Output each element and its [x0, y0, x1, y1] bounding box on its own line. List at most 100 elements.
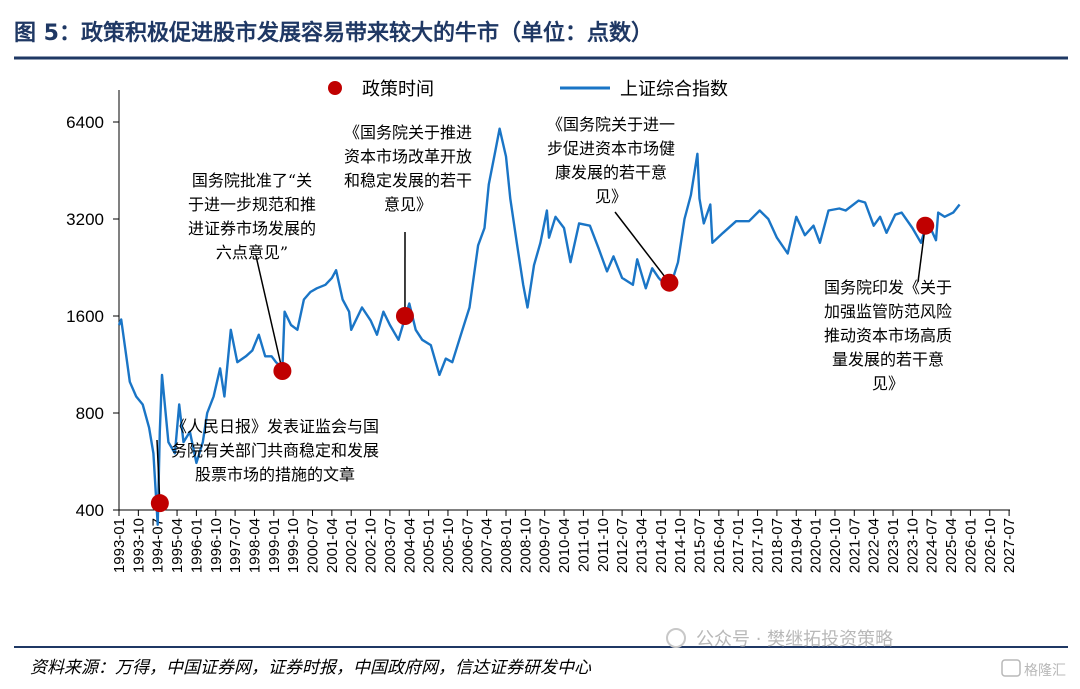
policy-leader-line [614, 211, 670, 284]
x-tick-label: 1996-01 [188, 518, 205, 573]
x-tick-label: 2023-10 [904, 518, 921, 573]
x-tick-label: 2016-04 [711, 518, 728, 573]
policy-annotations: 《人民日报》发表证监会与国务院有关部门共商稳定和发展股票市场的措施的文章国务院批… [150, 115, 952, 513]
x-tick-label: 1993-10 [130, 518, 147, 573]
x-tick-label: 2018-07 [769, 518, 786, 573]
x-tick-label: 2013-04 [633, 518, 650, 573]
wechat-icon [666, 628, 686, 648]
y-tick-label: 400 [76, 501, 104, 520]
x-tick-label: 2005-10 [440, 518, 457, 573]
watermark-text: 公众号 · 樊继拓投资策略 [696, 629, 893, 650]
x-tick-label: 1996-10 [208, 518, 225, 573]
x-tick-label: 2026-01 [962, 518, 979, 573]
x-tick-label: 2009-07 [537, 518, 554, 573]
gelonghui-logo-icon [1001, 659, 1021, 677]
x-tick-label: 1998-04 [246, 518, 263, 573]
x-tick-label: 2007-04 [479, 518, 496, 573]
policy-point [395, 307, 414, 325]
policy-annotation-line: 国务院印发《关于 [824, 278, 952, 297]
figure-title: 图 5：政策积极促进股市发展容易带来较大的牛市（单位：点数） [14, 20, 653, 46]
x-tick-label: 2023-01 [885, 518, 902, 573]
policy-point [916, 216, 935, 235]
y-tick-label: 6400 [66, 113, 104, 132]
x-tick-label: 2006-07 [459, 518, 476, 573]
x-tick-label: 1997-07 [227, 518, 244, 573]
x-tick-label: 1995-04 [169, 518, 186, 573]
x-tick-label: 2027-07 [1001, 518, 1018, 573]
x-tick-label: 1993-01 [111, 518, 128, 573]
policy-annotation-line: 务院有关部门共商稳定和发展 [171, 441, 379, 460]
y-tick-label: 3200 [66, 210, 104, 229]
x-tick-label: 1999-10 [285, 518, 302, 573]
x-tick-label: 2002-01 [343, 518, 360, 573]
x-tick-label: 2021-07 [846, 518, 863, 573]
x-tick-label: 2004-04 [401, 518, 418, 573]
x-tick-label: 2000-07 [305, 518, 322, 573]
chart-legend: 政策时间 上证综合指数 [328, 79, 728, 100]
x-tick-label: 2020-10 [827, 518, 844, 573]
x-axis-ticks: 1993-01 1993-10 1994-07 1995-04 1996-01 1996-… [111, 510, 1018, 573]
policy-annotation-line: 见》 [595, 187, 627, 206]
y-axis-ticks: 6400 3200 1600 800 400 [66, 113, 119, 520]
policy-annotation-line: 资本市场改革开放 [344, 147, 472, 166]
policy-annotation: 国务院批准了“关于进一步规范和推进证券市场发展的六点意见” [188, 171, 316, 262]
x-tick-label: 2011-10 [595, 518, 612, 572]
y-tick-label: 1600 [66, 307, 104, 326]
legend-index-label: 上证综合指数 [620, 79, 728, 100]
policy-annotation-line: 加强监管防范风险 [824, 302, 952, 321]
policy-annotation-line: 股票市场的措施的文章 [195, 465, 355, 484]
source-note: 资料来源：万得，中国证券网，证券时报，中国政府网，信达证券研发中心 [30, 658, 592, 678]
policy-annotation-line: 于进一步规范和推 [188, 195, 316, 214]
x-tick-label: 2022-04 [866, 518, 883, 573]
policy-annotation: 《国务院关于进一步促进资本市场健康发展的若干意见》 [547, 115, 675, 206]
x-tick-label: 2010-04 [556, 518, 573, 573]
watermark-logo-text: 格隆汇 [1024, 663, 1066, 679]
policy-annotation-line: 《国务院关于推进 [344, 123, 472, 142]
policy-annotation-line: 《人民日报》发表证监会与国 [171, 417, 379, 436]
policy-annotation: 国务院印发《关于加强监管防范风险推动资本市场高质量发展的若干意见》 [824, 278, 952, 393]
y-tick-label: 800 [76, 404, 104, 423]
x-tick-label: 2011-01 [575, 518, 592, 572]
policy-annotation-line: 进证券市场发展的 [188, 219, 316, 238]
legend-policy-marker [328, 81, 342, 95]
x-tick-label: 2017-01 [730, 518, 747, 573]
watermark: 公众号 · 樊继拓投资策略 格隆汇 [666, 628, 1066, 679]
series-line-shanghai-composite [117, 127, 961, 526]
policy-annotation-line: 康发展的若干意 [555, 163, 667, 182]
x-tick-label: 2019-04 [788, 518, 805, 573]
policy-annotation: 《人民日报》发表证监会与国务院有关部门共商稳定和发展股票市场的措施的文章 [171, 417, 379, 484]
x-tick-label: 2001-04 [324, 518, 341, 573]
policy-annotation-line: 和稳定发展的若干 [344, 171, 472, 190]
policy-annotation-line: 推动资本市场高质 [824, 326, 952, 345]
policy-point [273, 362, 292, 381]
x-tick-label: 2005-01 [421, 518, 438, 573]
policy-annotation-line: 见》 [872, 374, 904, 393]
policy-annotation-line: 步促进资本市场健 [547, 139, 675, 158]
x-tick-label: 2003-07 [382, 518, 399, 573]
x-tick-label: 2017-10 [750, 518, 767, 573]
x-tick-label: 1994-07 [150, 518, 167, 573]
policy-annotation-line: 量发展的若干意 [832, 350, 944, 369]
x-tick-label: 1999-01 [266, 518, 283, 573]
x-tick-label: 2014-10 [672, 518, 689, 573]
x-tick-label: 2014-01 [653, 518, 670, 573]
policy-point [660, 273, 679, 292]
x-tick-label: 2024-07 [924, 518, 941, 573]
x-tick-label: 2008-01 [498, 518, 515, 573]
x-tick-label: 2026-10 [982, 518, 999, 573]
policy-annotation-line: 《国务院关于进一 [547, 115, 675, 134]
policy-annotation-line: 国务院批准了“关 [192, 171, 312, 190]
policy-leader-line [917, 225, 926, 283]
policy-annotation: 《国务院关于推进资本市场改革开放和稳定发展的若干意见》 [344, 123, 472, 214]
x-tick-label: 2008-10 [517, 518, 534, 573]
x-tick-label: 2002-10 [363, 518, 380, 573]
x-tick-label: 2020-01 [808, 518, 825, 573]
x-tick-label: 2015-07 [692, 518, 709, 573]
policy-leader-line [156, 439, 161, 504]
policy-leader-line [255, 255, 284, 372]
policy-annotation-line: 六点意见” [216, 243, 288, 262]
x-tick-label: 2025-04 [943, 518, 960, 573]
x-tick-label: 2012-07 [614, 518, 631, 573]
legend-policy-label: 政策时间 [362, 79, 434, 100]
